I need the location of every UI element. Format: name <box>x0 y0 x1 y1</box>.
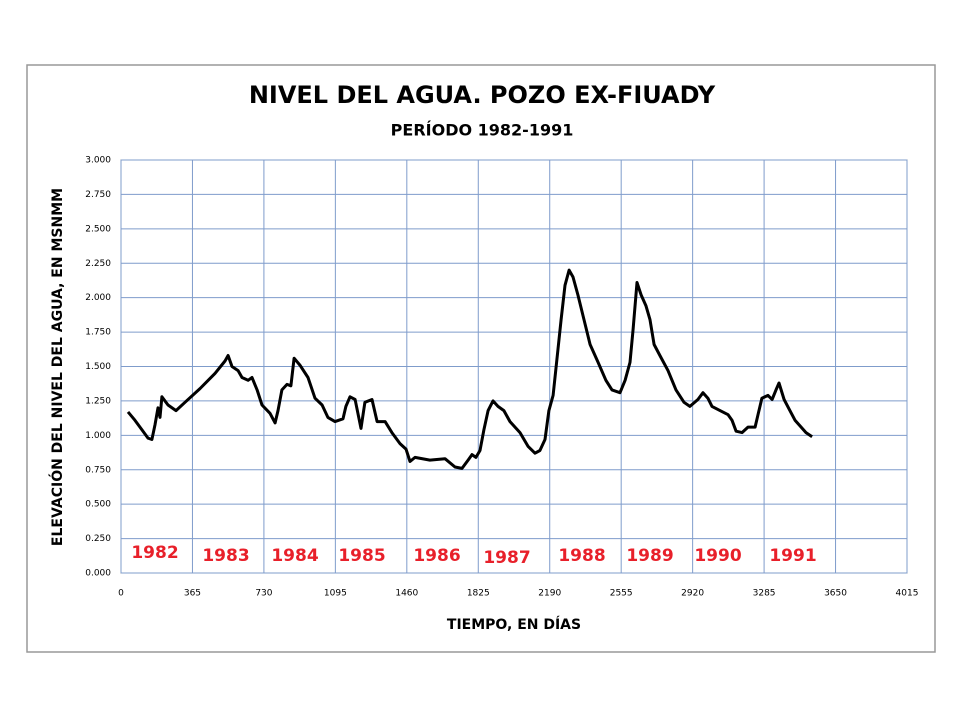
year-label: 1983 <box>202 546 249 566</box>
x-tick-label: 2555 <box>610 589 633 599</box>
y-tick-label: 1.250 <box>85 396 111 406</box>
x-tick-label: 1095 <box>324 589 347 599</box>
x-tick-label: 0 <box>118 589 124 599</box>
x-tick-label: 2920 <box>681 589 704 599</box>
x-tick-label: 2190 <box>538 589 561 599</box>
x-axis-label: TIEMPO, EN DÍAS <box>447 616 581 633</box>
chart-frame <box>26 64 936 653</box>
x-tick-label: 730 <box>255 589 272 599</box>
y-tick-label: 1.000 <box>85 431 111 441</box>
y-axis-label: ELEVACIÓN DEL NIVEL DEL AGUA, EN MSNMM <box>48 188 66 546</box>
y-tick-label: 0.500 <box>85 500 111 510</box>
year-label: 1990 <box>694 546 741 566</box>
x-tick-label: 4015 <box>896 589 919 599</box>
year-label: 1982 <box>131 543 178 563</box>
y-tick-label: 1.750 <box>85 328 111 338</box>
x-tick-label: 1825 <box>467 589 490 599</box>
y-tick-label: 3.000 <box>85 156 111 166</box>
y-tick-label: 2.000 <box>85 293 111 303</box>
x-tick-label: 1460 <box>395 589 418 599</box>
x-tick-label: 3285 <box>753 589 776 599</box>
y-tick-label: 0.750 <box>85 465 111 475</box>
y-tick-label: 1.500 <box>85 362 111 372</box>
chart-subtitle: PERÍODO 1982-1991 <box>391 121 574 140</box>
year-label: 1991 <box>769 546 816 566</box>
chart-title: NIVEL DEL AGUA. POZO EX-FIUADY <box>249 81 716 109</box>
year-label: 1988 <box>558 546 605 566</box>
x-tick-label: 3650 <box>824 589 847 599</box>
y-tick-label: 0.250 <box>85 534 111 544</box>
year-label: 1986 <box>413 546 460 566</box>
y-tick-label: 2.750 <box>85 190 111 200</box>
y-tick-label: 2.500 <box>85 224 111 234</box>
y-tick-label: 2.250 <box>85 259 111 269</box>
year-label: 1985 <box>338 546 385 566</box>
x-tick-label: 365 <box>184 589 201 599</box>
y-tick-label: 0.000 <box>85 569 111 579</box>
data-line <box>126 268 813 470</box>
year-label: 1989 <box>626 546 673 566</box>
year-label: 1984 <box>271 546 318 566</box>
year-label: 1987 <box>483 548 530 568</box>
